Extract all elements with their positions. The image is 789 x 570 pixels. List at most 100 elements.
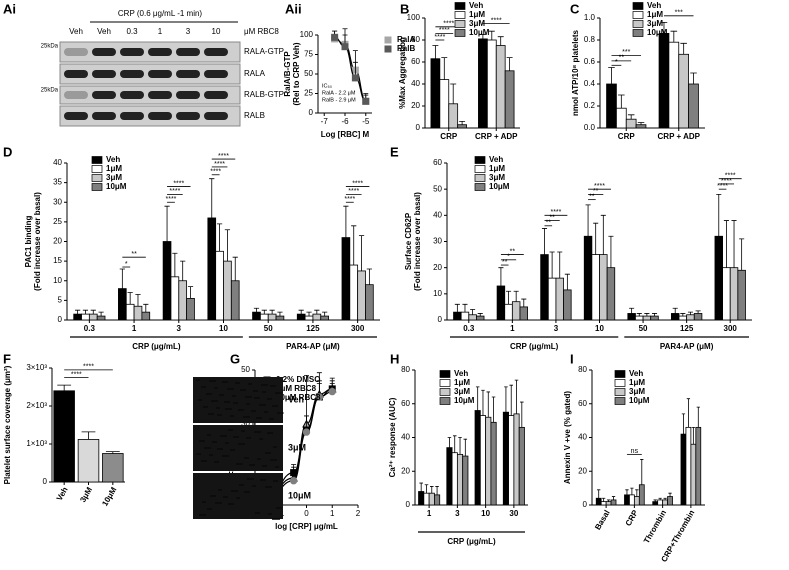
bar — [591, 254, 600, 321]
bar — [96, 315, 106, 321]
error-bar — [509, 384, 513, 416]
y-tick-label: 0.2 — [584, 101, 596, 110]
bar — [320, 315, 329, 321]
bar — [624, 494, 630, 506]
error-bar — [663, 497, 667, 500]
bar — [599, 254, 608, 321]
bar — [77, 439, 100, 483]
legend-label: 3μM RBC8 — [276, 384, 317, 393]
bar — [686, 314, 695, 321]
panel-label: H — [390, 351, 399, 366]
group-label: CRP (μg/mL) — [510, 342, 559, 351]
blot-band — [92, 91, 116, 99]
error-bar — [520, 401, 524, 428]
bar — [629, 494, 635, 506]
image-label: 3μM — [288, 442, 306, 452]
bar — [605, 501, 612, 506]
bar — [53, 390, 75, 483]
bar — [616, 107, 627, 129]
error-bar — [479, 34, 486, 39]
y-tick-label: 0 — [406, 500, 411, 509]
error-bar — [232, 256, 238, 281]
significance-label: * — [125, 261, 128, 268]
error-bar — [549, 251, 555, 279]
legend-label: 10μM — [454, 396, 475, 405]
error-bar — [314, 309, 320, 315]
legend-label: 3μM — [469, 19, 485, 28]
x-tick-label: Thrombin — [642, 508, 668, 545]
y-tick-label: 0 — [309, 108, 314, 117]
legend-label: Veh — [629, 369, 643, 378]
y-tick-label: 60 — [578, 399, 587, 408]
error-bar — [452, 435, 457, 453]
significance-label: * — [615, 59, 618, 66]
blot-band — [176, 91, 200, 99]
error-bar — [680, 313, 686, 317]
y-tick-label: 0 — [438, 315, 443, 324]
error-bar — [351, 225, 357, 266]
blot-band — [120, 91, 144, 99]
blot-band — [148, 112, 172, 120]
bar — [606, 83, 617, 129]
panel-label: Aii — [285, 1, 302, 16]
row-label: RALA — [244, 69, 266, 78]
bar — [504, 303, 513, 321]
y-axis-label: PAC1 binding — [24, 215, 33, 267]
legend-label: 10μM — [489, 182, 510, 191]
y-tick-label: 0.8 — [584, 35, 596, 44]
error-bar — [629, 307, 635, 314]
legend-swatch — [474, 156, 486, 164]
legend-label: RalB — [397, 44, 415, 53]
bar — [478, 38, 488, 129]
bar — [125, 303, 135, 321]
bar — [81, 313, 90, 321]
error-bar — [585, 204, 591, 237]
error-bar — [432, 45, 439, 59]
legend-label: 10μM — [629, 396, 650, 405]
bar — [563, 289, 572, 321]
bar — [304, 315, 314, 321]
error-bar — [668, 492, 672, 497]
significance-label: **** — [594, 183, 605, 190]
panel-label: D — [3, 144, 12, 159]
error-bar — [637, 122, 645, 125]
significance-label: **** — [550, 209, 561, 216]
y-tick-label: 40 — [401, 433, 410, 442]
bar — [485, 416, 492, 506]
x-tick-label: 1 — [510, 324, 515, 333]
blot-band — [64, 91, 88, 99]
error-bar — [681, 413, 686, 435]
y-tick-label: 75 — [304, 50, 313, 59]
bar — [555, 277, 564, 321]
bar — [418, 491, 425, 506]
bar — [685, 426, 692, 506]
panel-label: Ai — [3, 1, 16, 16]
error-bar — [618, 94, 625, 109]
legend-swatch — [614, 397, 626, 405]
error-bar — [611, 496, 616, 500]
significance-label: ** — [131, 251, 137, 258]
y-tick-label: 40 — [53, 158, 62, 167]
legend-swatch — [439, 397, 451, 405]
x-tick-label: 1 — [330, 509, 335, 518]
y-tick-label: 20 — [53, 237, 62, 246]
error-bar — [497, 36, 504, 46]
group-label: CRP (μg/mL) — [447, 537, 496, 546]
x-tick-label: -5 — [362, 117, 370, 126]
error-bar — [498, 267, 504, 286]
data-point — [289, 477, 298, 485]
blot-band — [204, 91, 228, 99]
y-axis-label: Ca²⁺ response (AUC) — [388, 397, 397, 477]
y-tick-label: 10 — [53, 276, 62, 285]
bar — [495, 45, 506, 129]
x-tick-label: 125 — [680, 324, 694, 333]
legend-marker — [384, 36, 392, 44]
bar — [267, 313, 277, 321]
microscopy-image — [193, 473, 283, 519]
bar — [511, 301, 521, 321]
y-tick-label: 0 — [583, 500, 588, 509]
error-bar — [75, 309, 81, 315]
blot-band — [120, 48, 144, 56]
y-tick-label: 20 — [433, 263, 442, 272]
y-tick-label: 15 — [53, 256, 62, 265]
